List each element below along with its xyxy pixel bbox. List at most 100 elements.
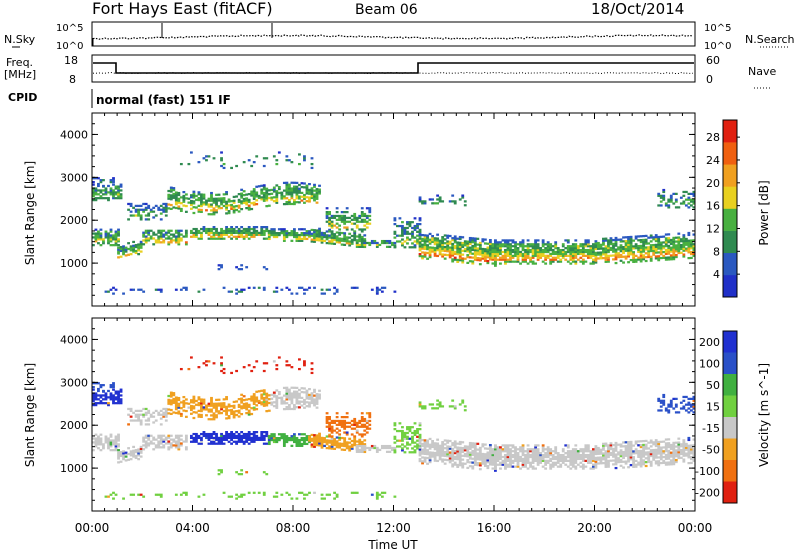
velocity-cell (265, 432, 269, 436)
power-cell (667, 233, 671, 236)
power-cell (566, 260, 570, 263)
velocity-cell (174, 396, 178, 399)
power-cell (519, 250, 522, 254)
power-cell (418, 200, 422, 203)
power-cell (303, 155, 306, 158)
velocity-cell (368, 416, 372, 419)
power-cell (182, 204, 186, 207)
power-cell (325, 212, 329, 216)
power-cell (516, 256, 520, 259)
velocity-cell (418, 442, 422, 445)
power-cell (536, 247, 540, 250)
power-cell (458, 251, 462, 254)
velocity-cell (212, 431, 216, 434)
velocity-cell (491, 463, 495, 466)
power-cell (421, 200, 424, 203)
velocity-cell (210, 436, 213, 440)
power-cell (463, 248, 467, 251)
power-cell (265, 195, 269, 198)
velocity-cell (114, 398, 118, 401)
velocity-cell (97, 398, 100, 401)
velocity-cell (335, 412, 339, 415)
velocity-cell (255, 396, 259, 399)
power-cell (345, 220, 349, 223)
velocity-cell (192, 399, 196, 402)
power-cell (174, 241, 178, 244)
power-cell (664, 237, 668, 240)
power-cell (230, 237, 233, 240)
power-cell (255, 195, 259, 198)
velocity-cell (119, 400, 123, 403)
power-cell (127, 218, 130, 221)
power-cell (293, 232, 296, 235)
power-cell (300, 239, 304, 242)
velocity-cell (308, 440, 311, 444)
velocity-cell (647, 460, 651, 464)
velocity-cell (97, 387, 100, 391)
power-cell (240, 264, 244, 267)
velocity-cell (667, 442, 671, 445)
velocity-cell (461, 446, 465, 450)
velocity-cell (205, 432, 208, 436)
power-cell (436, 202, 440, 205)
power-cell (179, 239, 183, 242)
power-cell (200, 227, 203, 231)
velocity-cell (607, 446, 610, 449)
power-cell (177, 241, 181, 244)
velocity-cell (607, 448, 610, 451)
power-cell (290, 233, 294, 237)
power-cell (179, 237, 183, 240)
power-cell (471, 248, 475, 252)
power-colorbar-tick-label: 12 (706, 222, 720, 235)
velocity-cell (117, 455, 120, 458)
power-cell (247, 198, 251, 202)
power-cell (602, 241, 605, 244)
power-cell (247, 159, 251, 162)
velocity-cell (363, 448, 367, 452)
velocity-cell (134, 415, 138, 418)
velocity-cell (154, 409, 158, 413)
velocity-cell (323, 438, 326, 442)
velocity-cell (320, 446, 324, 449)
velocity-cell (441, 448, 445, 451)
velocity-cell (318, 434, 321, 437)
power-cell (524, 258, 527, 261)
velocity-cell (182, 403, 186, 406)
power-cell (137, 214, 141, 217)
power-cell (164, 233, 168, 236)
velocity-cell (639, 440, 643, 443)
power-cell (220, 164, 223, 168)
power-cell (393, 219, 397, 222)
power-cell (300, 182, 304, 185)
velocity-cell (664, 448, 668, 451)
velocity-cell (240, 431, 244, 434)
velocity-cell (654, 454, 658, 457)
power-cell (285, 232, 289, 235)
power-cell (591, 245, 595, 248)
velocity-cell (260, 389, 264, 392)
power-cell (506, 248, 510, 252)
velocity-cell (549, 453, 553, 457)
power-cell (647, 246, 651, 249)
velocity-cell (240, 397, 244, 400)
velocity-cell (368, 446, 372, 450)
velocity-cell (426, 449, 429, 452)
velocity-cell (436, 452, 440, 455)
velocity-cell (235, 431, 239, 434)
power-cell (541, 239, 545, 242)
power-cell (679, 245, 683, 249)
power-cell (551, 250, 555, 254)
power-cell (687, 247, 691, 250)
power-cell (473, 252, 477, 256)
power-cell (310, 234, 314, 237)
power-cell (642, 242, 646, 245)
velocity-cell (154, 493, 158, 496)
velocity-cell (531, 467, 535, 470)
power-cell (338, 233, 342, 236)
cpid-text: normal (fast) 151 IF (96, 93, 231, 107)
velocity-cell (177, 436, 181, 439)
velocity-cell (687, 397, 691, 400)
velocity-cell (92, 441, 95, 444)
velocity-cell (453, 444, 457, 447)
power-cell (114, 230, 118, 233)
